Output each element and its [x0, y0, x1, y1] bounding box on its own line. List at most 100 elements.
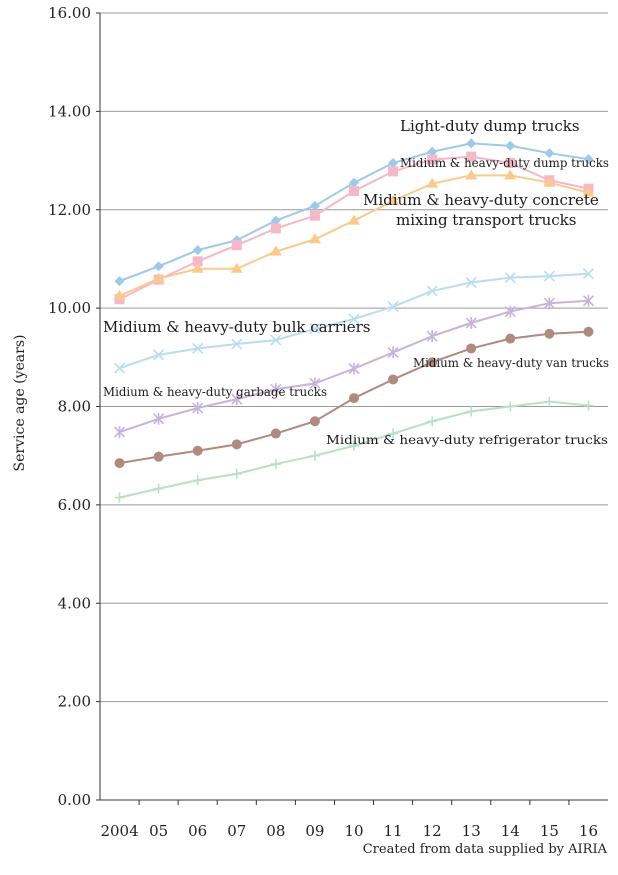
series-layer: [113, 138, 595, 503]
data-point: [582, 186, 595, 197]
y-tick-labels: 0.00 2.00 4.00 6.00 8.00 10.00 12.00 14.00 16.00: [48, 4, 91, 809]
data-point: [583, 400, 594, 411]
series-4: [113, 294, 595, 439]
data-point: [153, 483, 164, 494]
data-point: [388, 374, 399, 385]
data-point: [270, 223, 281, 234]
data-point: [427, 146, 438, 157]
data-point: [465, 276, 477, 289]
series-1: [114, 151, 594, 305]
data-point: [231, 338, 243, 350]
y-axis-title: Service age (years): [12, 335, 28, 472]
axes: [99, 13, 608, 801]
data-point: [153, 412, 165, 425]
data-point: [349, 393, 359, 404]
data-point: [505, 158, 516, 169]
data-point: [231, 468, 242, 479]
x-tick-label: 07: [227, 822, 246, 840]
data-point: [504, 169, 517, 180]
data-point: [153, 261, 164, 272]
x-tick-label: 09: [305, 822, 324, 840]
label-refrigerator-trucks: Midium & heavy-duty refrigerator trucks: [326, 433, 608, 447]
data-point: [113, 426, 126, 439]
data-point: [543, 297, 555, 310]
data-point: [192, 475, 203, 486]
data-point: [388, 158, 399, 169]
data-point: [308, 233, 321, 244]
data-point: [426, 177, 439, 188]
data-point: [192, 445, 203, 456]
data-point: [153, 349, 165, 361]
data-point: [231, 240, 242, 251]
x-tick-label: 14: [501, 822, 520, 840]
y-tick-label: 2.00: [58, 693, 91, 711]
data-point: [230, 262, 243, 273]
series-3: [113, 268, 595, 374]
label-concrete-line-2: mixing transport trucks: [396, 211, 576, 229]
data-point: [114, 458, 125, 469]
data-point: [153, 451, 164, 462]
data-point: [349, 186, 359, 197]
data-point: [192, 342, 204, 355]
x-tick-label: 16: [579, 822, 598, 840]
source-note: Created from data supplied by AIRIA: [363, 842, 608, 857]
data-point: [348, 313, 360, 325]
x-tick-label: 05: [149, 822, 168, 840]
x-tick-label: 11: [384, 822, 403, 840]
data-point: [309, 200, 320, 211]
y-tick-label: 4.00: [58, 594, 91, 612]
data-point: [388, 428, 399, 439]
data-point: [583, 154, 594, 165]
y-tick-label: 8.00: [58, 398, 91, 416]
data-point: [543, 176, 556, 187]
series-2: [113, 169, 595, 300]
data-point: [349, 177, 359, 188]
x-tick-labels: 2004 05 06 07 08 09 10 11 12 13 14 15 16: [100, 800, 598, 840]
data-point: [504, 272, 516, 284]
label-bulk-carriers: Midium & heavy-duty bulk carriers: [103, 318, 371, 336]
label-light-duty-dump-trucks: Light-duty dump trucks: [400, 117, 580, 135]
data-point: [348, 214, 360, 225]
data-point: [270, 334, 282, 346]
x-tick-label: 06: [188, 822, 207, 840]
x-tick-label: 08: [266, 822, 285, 840]
data-point: [309, 323, 321, 335]
data-point: [270, 459, 281, 470]
data-point: [113, 362, 126, 374]
data-point: [583, 326, 594, 337]
label-concrete-line-1: Midium & heavy-duty concrete: [363, 191, 599, 209]
data-point: [192, 256, 203, 267]
label-van-trucks: Midium & heavy-duty van trucks: [413, 356, 609, 370]
y-tick-label: 0.00: [58, 791, 91, 809]
data-point: [544, 328, 555, 339]
series-0: [114, 138, 594, 287]
data-point: [349, 440, 359, 451]
data-point: [114, 492, 125, 503]
data-point: [504, 305, 516, 318]
data-point: [543, 270, 555, 282]
y-tick-label: 12.00: [48, 201, 91, 219]
data-point: [465, 316, 477, 329]
data-point: [426, 330, 438, 343]
y-tick-label: 14.00: [48, 102, 91, 120]
data-point: [348, 362, 360, 375]
data-point: [544, 396, 555, 407]
data-point: [505, 401, 516, 412]
x-tick-label: 15: [540, 822, 559, 840]
data-point: [582, 294, 595, 307]
y-tick-label: 6.00: [58, 496, 91, 514]
data-point: [309, 450, 320, 461]
data-point: [152, 272, 165, 283]
data-point: [270, 428, 281, 439]
data-point: [466, 138, 477, 149]
data-point: [309, 416, 320, 427]
data-point: [192, 401, 204, 414]
data-point: [387, 301, 399, 313]
data-point: [466, 151, 477, 162]
data-point: [427, 154, 438, 165]
label-garbage-trucks: Midium & heavy-duty garbage trucks: [103, 385, 327, 399]
data-point: [269, 245, 282, 256]
data-point: [270, 215, 281, 226]
data-point: [231, 393, 243, 406]
data-point: [387, 194, 400, 205]
